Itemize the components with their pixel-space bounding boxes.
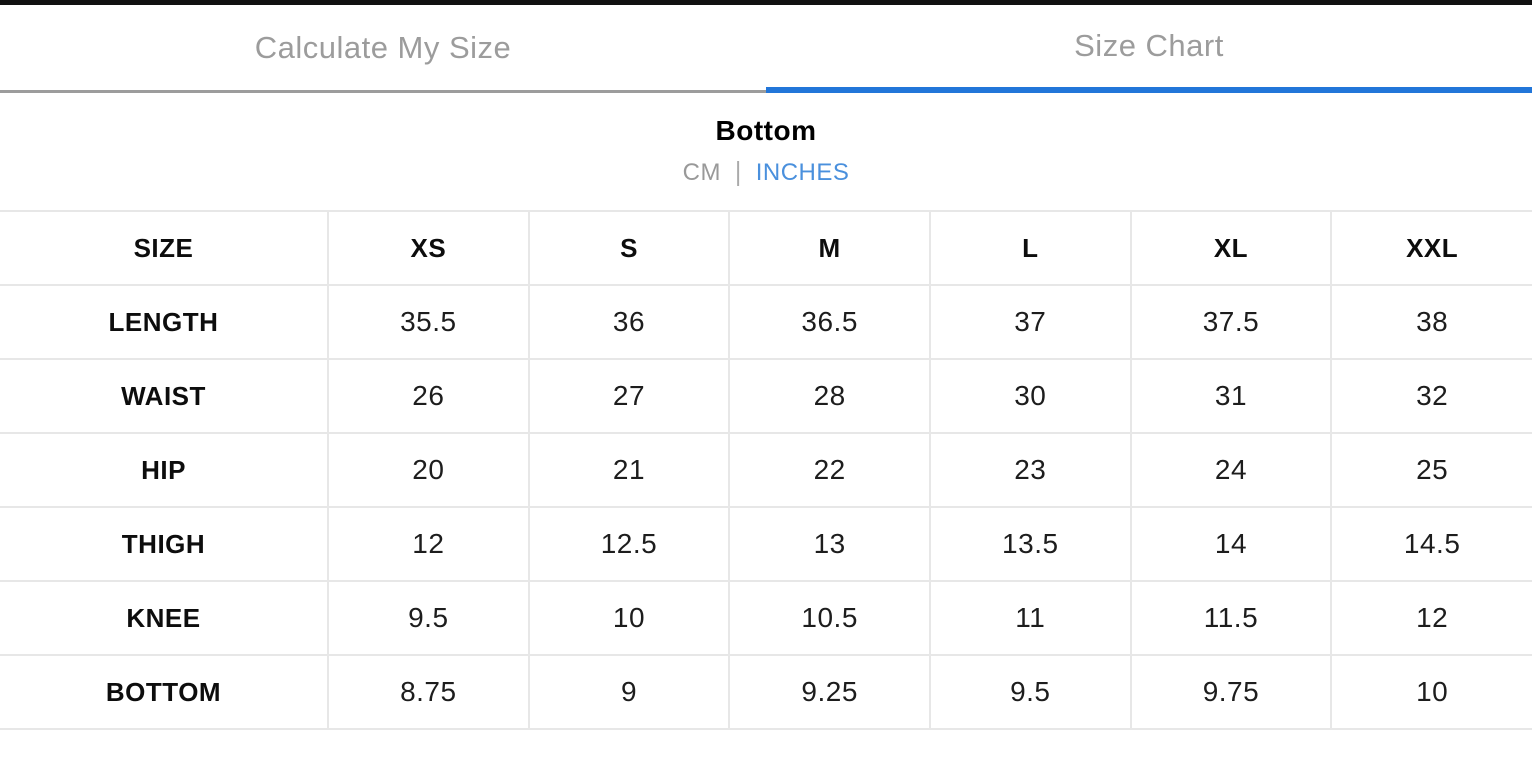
window-top-border <box>0 0 1532 5</box>
table-row: BOTTOM 8.75 9 9.25 9.5 9.75 10 <box>0 654 1532 730</box>
size-value-cell: 13.5 <box>928 506 1131 581</box>
size-value-cell: 21 <box>527 432 730 507</box>
unit-toggle-divider: | <box>734 157 742 188</box>
tab-bar: Calculate My Size Size Chart <box>0 5 1532 93</box>
size-table-body: LENGTH 35.5 36 36.5 37 37.5 38 WAIST 26 27 28 30 31 3… <box>0 284 1532 730</box>
column-header-size: SIZE <box>0 210 328 286</box>
column-header-xl: XL <box>1129 210 1332 286</box>
size-value-cell: 37 <box>928 284 1131 359</box>
size-value-cell: 14.5 <box>1330 506 1532 581</box>
row-label: THIGH <box>0 506 328 581</box>
size-value-cell: 12 <box>327 506 529 581</box>
column-header-s: S <box>527 210 730 286</box>
size-value-cell: 23 <box>928 432 1131 507</box>
table-header-row: SIZE XS S M L XL XXL <box>0 210 1532 286</box>
row-label: KNEE <box>0 580 328 655</box>
size-value-cell: 9.5 <box>928 654 1131 730</box>
table-row: KNEE 9.5 10 10.5 11 11.5 12 <box>0 580 1532 655</box>
size-value-cell: 12 <box>1330 580 1532 655</box>
size-value-cell: 31 <box>1129 358 1332 433</box>
column-header-l: L <box>928 210 1131 286</box>
column-header-m: M <box>728 210 930 286</box>
size-chart-panel-header: Bottom CM | INCHES <box>0 114 1532 188</box>
size-value-cell: 14 <box>1129 506 1332 581</box>
size-value-cell: 27 <box>527 358 730 433</box>
size-value-cell: 38 <box>1330 284 1532 359</box>
size-value-cell: 37.5 <box>1129 284 1332 359</box>
unit-toggle: CM | INCHES <box>0 158 1532 188</box>
size-value-cell: 10 <box>527 580 730 655</box>
column-header-xs: XS <box>327 210 529 286</box>
page-title: Bottom <box>715 115 817 146</box>
size-value-cell: 22 <box>728 432 930 507</box>
size-value-cell: 9.25 <box>728 654 930 730</box>
size-value-cell: 8.75 <box>327 654 529 730</box>
table-row: HIP 20 21 22 23 24 25 <box>0 432 1532 507</box>
unit-inches-option[interactable]: INCHES <box>755 159 850 186</box>
size-value-cell: 13 <box>728 506 930 581</box>
size-value-cell: 20 <box>327 432 529 507</box>
row-label: LENGTH <box>0 284 328 359</box>
tab-size-chart-label: Size Chart <box>1074 28 1224 63</box>
tab-calculate-my-size[interactable]: Calculate My Size <box>0 5 766 93</box>
table-row: LENGTH 35.5 36 36.5 37 37.5 38 <box>0 284 1532 359</box>
size-value-cell: 28 <box>728 358 930 433</box>
size-value-cell: 9.75 <box>1129 654 1332 730</box>
size-value-cell: 24 <box>1129 432 1332 507</box>
table-row: THIGH 12 12.5 13 13.5 14 14.5 <box>0 506 1532 581</box>
unit-cm-option[interactable]: CM <box>682 159 721 186</box>
size-value-cell: 12.5 <box>527 506 730 581</box>
size-value-cell: 11.5 <box>1129 580 1332 655</box>
size-table: SIZE XS S M L XL XXL LENGTH 35.5 36 36.5 37 3… <box>0 210 1532 730</box>
table-row: WAIST 26 27 28 30 31 32 <box>0 358 1532 433</box>
row-label: HIP <box>0 432 328 507</box>
size-value-cell: 32 <box>1330 358 1532 433</box>
tab-size-chart[interactable]: Size Chart <box>766 5 1532 93</box>
size-value-cell: 35.5 <box>327 284 529 359</box>
row-label: BOTTOM <box>0 654 328 730</box>
size-value-cell: 11 <box>928 580 1131 655</box>
tab-calculate-my-size-label: Calculate My Size <box>254 29 512 65</box>
size-value-cell: 9 <box>527 654 730 730</box>
size-value-cell: 9.5 <box>327 580 529 655</box>
size-value-cell: 36 <box>527 284 730 359</box>
row-label: WAIST <box>0 358 328 433</box>
size-value-cell: 10.5 <box>728 580 930 655</box>
size-value-cell: 26 <box>327 358 529 433</box>
column-header-xxl: XXL <box>1330 210 1532 286</box>
size-value-cell: 25 <box>1330 432 1532 507</box>
size-value-cell: 10 <box>1330 654 1532 730</box>
size-value-cell: 36.5 <box>728 284 930 359</box>
size-value-cell: 30 <box>928 358 1131 433</box>
